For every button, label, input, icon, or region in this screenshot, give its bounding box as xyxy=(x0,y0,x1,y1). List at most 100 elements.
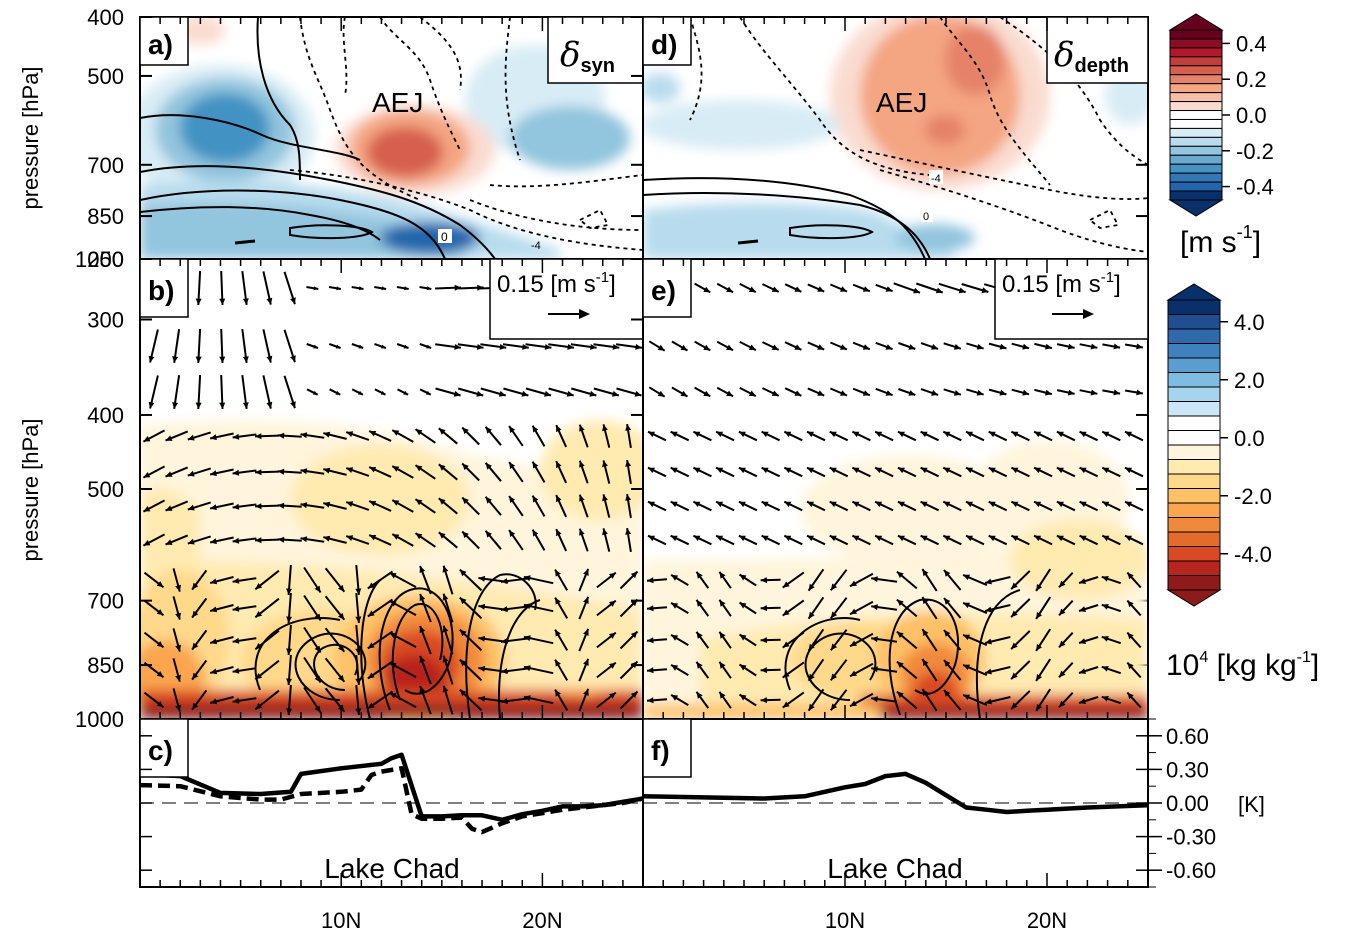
panel-e-vector-head xyxy=(807,535,814,542)
panel-b-vector-head xyxy=(459,569,467,577)
colorbar-humidity-swatch-18 xyxy=(1167,560,1221,576)
colorbar-wind-swatch-16 xyxy=(1169,172,1223,183)
x-tick-label-0-1: 20N xyxy=(522,908,562,933)
colorbar-wind-swatch-13 xyxy=(1169,145,1223,156)
panel-b-vector-head xyxy=(566,390,574,397)
panel-e-vector-head xyxy=(999,389,1007,396)
panel-e-vector-head xyxy=(647,697,654,704)
panel-b-vector-head xyxy=(148,355,155,363)
panel-b-vector-head xyxy=(369,535,377,541)
b-tick-label-2: 400 xyxy=(87,403,124,428)
panel-e-vector-head xyxy=(1067,389,1075,396)
panel-f-yticks: 0.60 0.30 0.00 -0.30 -0.60 xyxy=(140,718,1216,888)
colorbar-humidity-swatch-0 xyxy=(1167,299,1221,315)
panel-e-vector-head xyxy=(738,501,746,508)
panel-b-vector-head xyxy=(187,538,195,545)
panel-b-vector-head xyxy=(210,606,218,613)
panel-e-vector-head xyxy=(784,535,792,542)
panel-e-vector-head xyxy=(963,634,970,641)
panel-b-vector-head xyxy=(485,530,492,538)
panel-e-vector-head xyxy=(657,390,665,397)
panel-b-vector-head xyxy=(277,468,285,475)
panel-b-vector-head xyxy=(454,344,461,350)
panel-b-vector-head xyxy=(426,286,432,291)
panel-e-vector-head xyxy=(761,501,769,508)
colorbar-wind-swatch-9 xyxy=(1169,110,1223,120)
panel-e-vector-head xyxy=(1056,431,1064,438)
panel-e-vector-head xyxy=(1011,431,1019,438)
panel-e-vector-head xyxy=(871,576,878,583)
panel-e-vector-head xyxy=(1090,343,1098,350)
panel-e-vector-head xyxy=(703,286,711,293)
panel-e-vector-head xyxy=(1127,662,1134,670)
panel-e-vector-head xyxy=(943,467,951,474)
panel-b-vector-head xyxy=(355,616,362,623)
panel-e-vector-head xyxy=(985,606,992,613)
panel-b-vector-head xyxy=(210,578,218,585)
panel-b-vector-head xyxy=(612,390,619,397)
panel-b-vector-head xyxy=(367,702,375,709)
panel-b-vector-head xyxy=(335,344,341,349)
colorbar-humidity-swatch-5 xyxy=(1167,372,1221,388)
panel-e-vector-head xyxy=(726,286,734,293)
panel-e-vector-head xyxy=(1127,600,1134,608)
colorbar-wind-cap-top xyxy=(1168,13,1224,31)
panel-e-vector-head xyxy=(966,501,973,508)
panel-b-vector-head xyxy=(367,642,375,649)
panel-b-vector-head xyxy=(210,638,218,645)
panel-b-vector-head xyxy=(544,344,552,350)
panel-e-vector-head xyxy=(1022,389,1030,396)
panel-b-vector-head xyxy=(286,678,292,685)
panel-b-vector-head xyxy=(195,356,202,363)
panel-e-vector-head xyxy=(850,580,857,587)
panel-b-vector-head xyxy=(277,536,285,543)
panel-b-streamlines xyxy=(254,573,541,719)
panel-e-vector-head xyxy=(958,287,966,294)
colorbar-humidity: 4.0 2.0 0.0 -2.0 -4.0 104 [kg kg-1] xyxy=(1166,283,1319,682)
panel-b-vector-head xyxy=(338,612,345,620)
panel-b-vector-head xyxy=(442,593,449,601)
panel-b-vector-head xyxy=(219,356,226,363)
panel-b-vector-head xyxy=(509,462,516,469)
colorbar-humidity-cap-top xyxy=(1166,283,1222,301)
panel-b-vector-head xyxy=(165,539,173,545)
panel-e-vector-head xyxy=(782,581,790,588)
panel-b-vector-head xyxy=(419,626,426,633)
panel-e-vector-head xyxy=(1113,389,1121,396)
panel-e-vector-head xyxy=(1101,666,1109,672)
panel-a-title-box xyxy=(547,16,644,84)
panel-b-vector-head xyxy=(175,612,181,620)
panel-b-vector-head xyxy=(277,432,285,439)
panel-b-vector-head xyxy=(210,434,217,441)
panel-b-vector-head xyxy=(323,431,331,438)
panel-b-vector-head xyxy=(556,495,562,503)
panel-e-vector-head xyxy=(670,501,678,508)
panel-b-vector-head xyxy=(583,658,589,666)
panel-e-vector-head xyxy=(748,286,756,293)
panel-b-vector-head xyxy=(630,631,638,639)
panel-e-vector-head xyxy=(1022,343,1030,350)
panel-b-vector-head xyxy=(509,426,516,433)
panel-b-vector-head xyxy=(459,629,467,637)
panel-e-vector-head xyxy=(719,571,726,579)
panel-a-ylabel: pressure [hPa] xyxy=(18,66,43,209)
panel-e-vector-head xyxy=(807,467,814,474)
a-tick-label-2: 700 xyxy=(87,153,124,178)
panel-e-ref-arrow xyxy=(1052,309,1094,319)
panel-d-label-box xyxy=(642,16,692,66)
colorbar-humidity-swatch-4 xyxy=(1167,357,1221,373)
panel-e-vector-head xyxy=(1056,535,1064,542)
panel-e-vector-head xyxy=(760,577,767,584)
panel-e-vector-head xyxy=(719,691,726,699)
panel-e-vector-head xyxy=(908,344,916,350)
panel-b-vector-head xyxy=(438,428,446,435)
panel-b-vector-head xyxy=(255,503,262,510)
panel-b-vector-head xyxy=(369,431,377,437)
panel-b-vector-head xyxy=(255,583,263,590)
panel-e-vector-head xyxy=(1067,343,1075,350)
panel-e-vector-head xyxy=(647,667,654,674)
panel-e-vector-head xyxy=(1045,343,1052,350)
panel-b-vector-head xyxy=(192,610,199,618)
panel-b-vector-head xyxy=(336,286,341,291)
